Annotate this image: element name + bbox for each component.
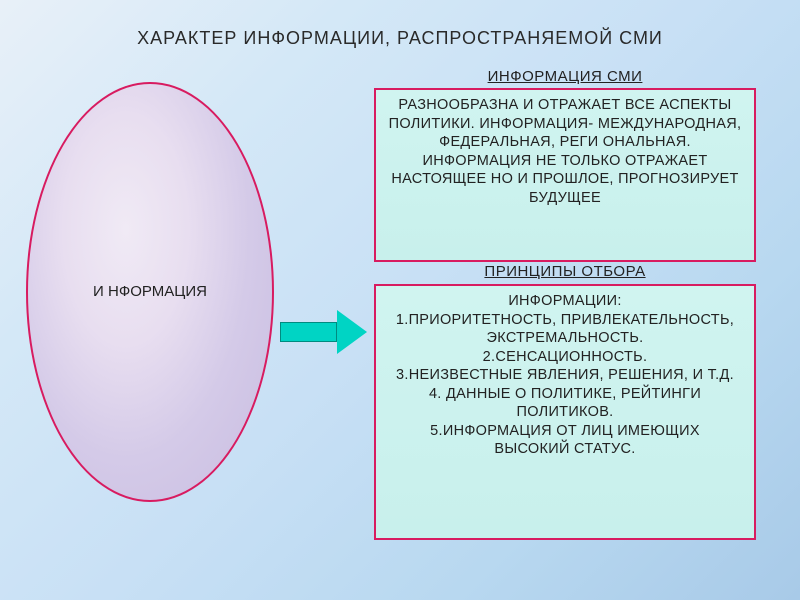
ellipse-label: И НФОРМАЦИЯ xyxy=(63,282,237,302)
box-selection-principles: ИНФОРМАЦИИ:1.ПРИОРИТЕТНОСТЬ, ПРИВЛЕКАТЕЛ… xyxy=(374,284,756,540)
subtitle-media-info: ИНФОРМАЦИЯ СМИ xyxy=(400,68,730,85)
box-media-info: РАЗНООБРАЗНА И ОТРАЖАЕТ ВСЕ АСПЕКТЫ ПОЛИ… xyxy=(374,88,756,262)
arrow-head xyxy=(337,310,367,354)
arrow-icon xyxy=(280,310,368,354)
subtitle-selection-principles: ПРИНЦИПЫ ОТБОРА xyxy=(400,263,730,280)
slide-title: ХАРАКТЕР ИНФОРМАЦИИ, РАСПРОСТРАНЯЕМОЙ СМ… xyxy=(0,28,800,49)
arrow-body xyxy=(280,322,337,341)
info-ellipse: И НФОРМАЦИЯ xyxy=(26,82,274,502)
